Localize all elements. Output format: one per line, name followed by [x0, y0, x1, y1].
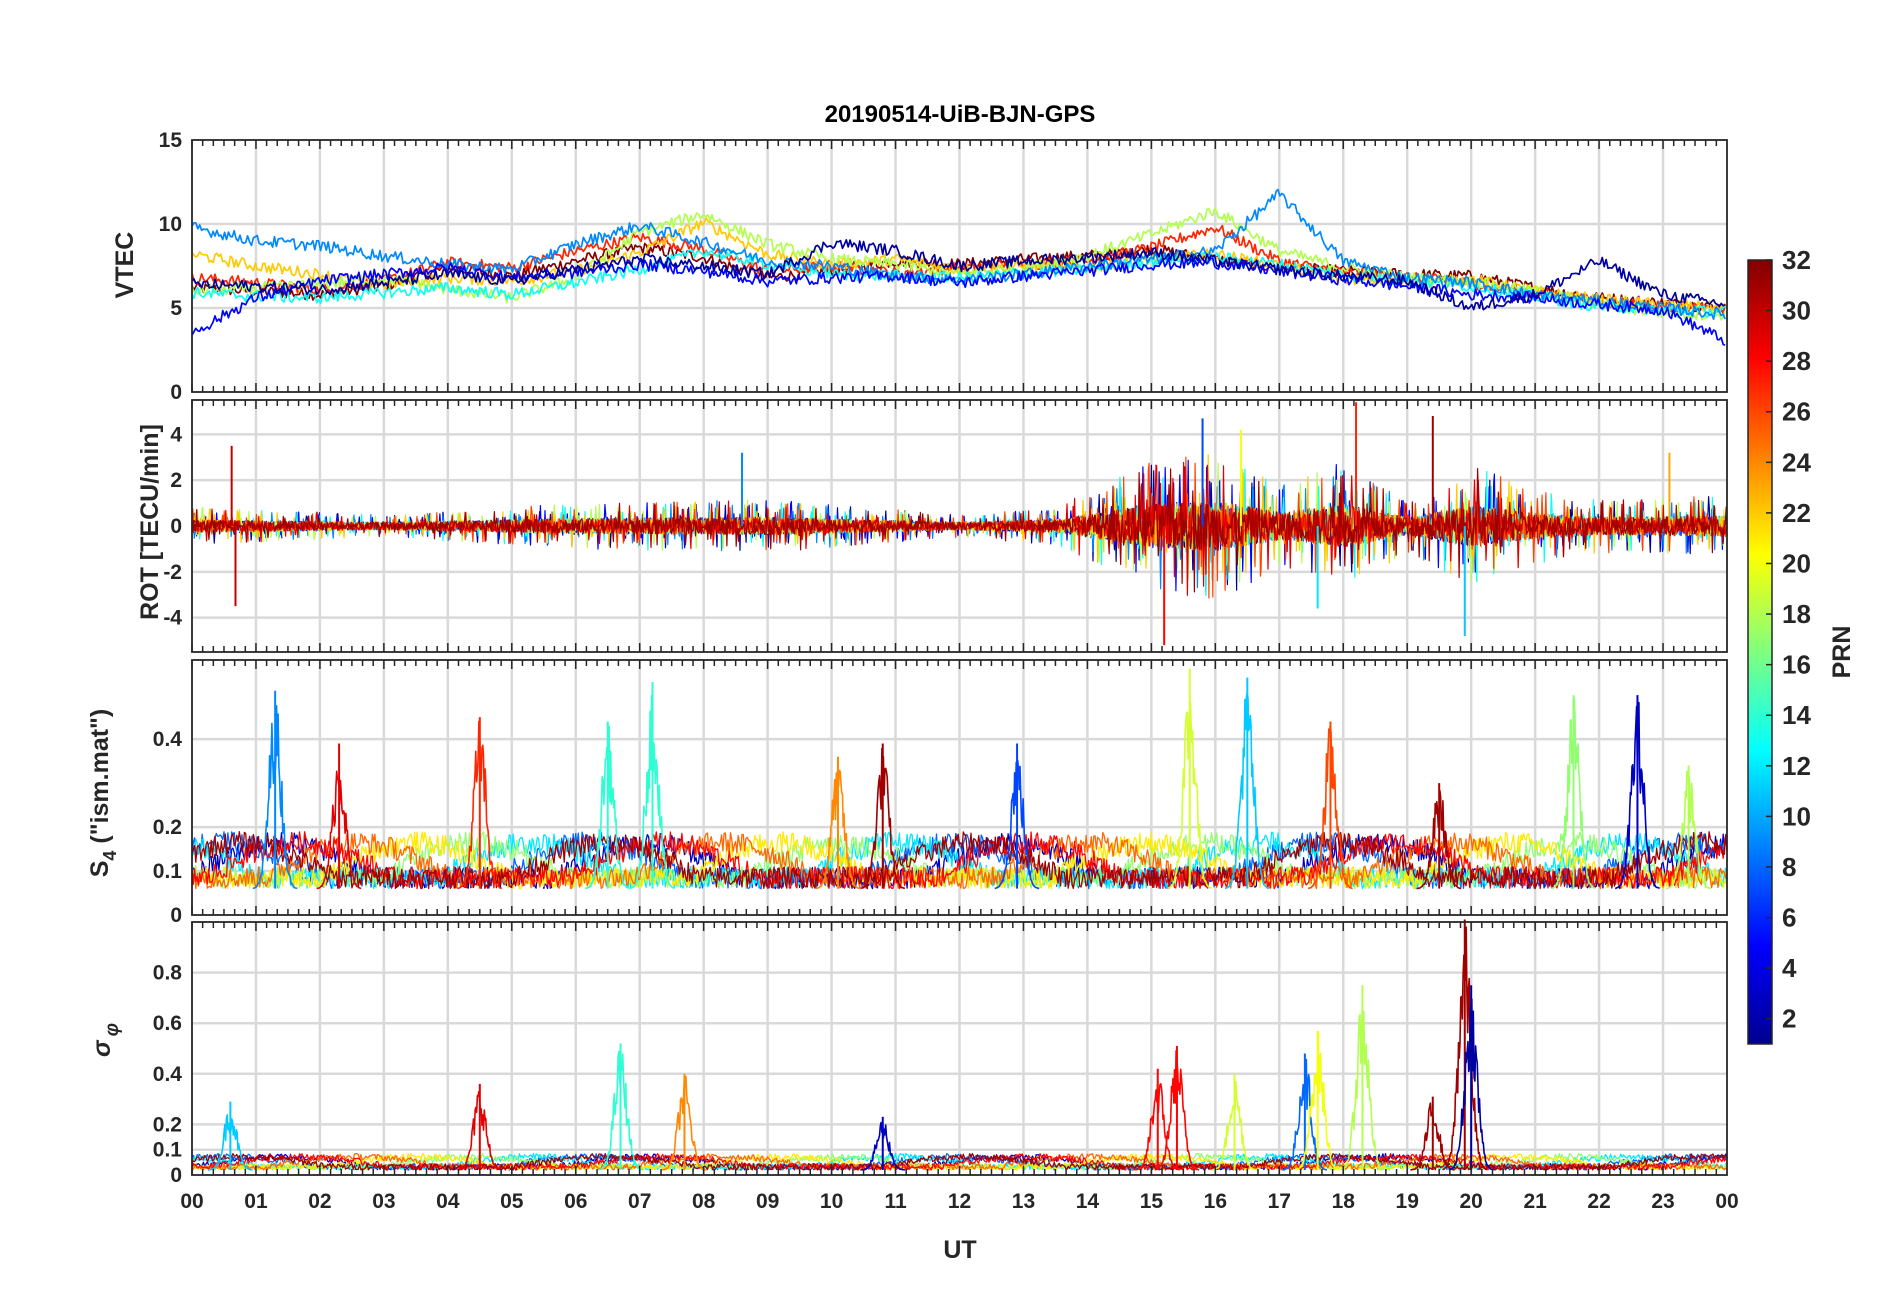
rot-series-line — [191, 468, 1727, 593]
x-tick-label: 12 — [948, 1190, 971, 1213]
x-tick-label: 00 — [1715, 1190, 1738, 1213]
panel-vtec: 0 5 10 15 — [159, 129, 1728, 404]
x-axis-tick-labels: 00 01 02 03 04 05 06 07 08 09 10 11 12 13 14 15 16 17 18 19… — [180, 1190, 1738, 1213]
x-tick-label: 05 — [500, 1190, 524, 1213]
x-tick-label: 16 — [1204, 1190, 1227, 1213]
y-tick-label: 5 — [170, 297, 182, 320]
y-tick-label: 0.4 — [153, 728, 183, 751]
x-tick-label: 07 — [628, 1190, 651, 1213]
phi-subscript: φ — [102, 1023, 123, 1036]
y-axis-label-rot: ROT [TECU/min] — [136, 424, 164, 620]
y-tick-label: 0 — [170, 381, 182, 404]
y-axis-label-sigma-phi: σφ — [88, 1023, 123, 1057]
x-tick-label: 02 — [308, 1190, 331, 1213]
scint-series-line — [191, 831, 1728, 890]
x-tick-label: 17 — [1268, 1190, 1291, 1213]
panel-sigma-phi: 00.1 0.2 0.4 0.6 0.8 — [153, 919, 1728, 1187]
colorbar-tick-label: 16 — [1782, 650, 1811, 680]
colorbar-tick-label: 22 — [1782, 498, 1811, 528]
x-tick-label: 00 — [180, 1190, 203, 1213]
y-tick-label: 10 — [159, 213, 182, 236]
colorbar-tick-label: 14 — [1782, 700, 1811, 730]
colorbar-tick-label: 28 — [1782, 346, 1811, 376]
vtec-series-line — [191, 239, 1726, 311]
y-tick-label: 15 — [159, 129, 183, 152]
y-tick-label: -4 — [163, 607, 182, 630]
colorbar-tick-label: 18 — [1782, 599, 1811, 629]
x-tick-label: 19 — [1396, 1190, 1419, 1213]
colorbar-tick-label: 2 — [1782, 1004, 1796, 1034]
y-tick-label: 0.2 — [153, 1113, 182, 1136]
s4-source: ("ism.mat") — [86, 709, 114, 851]
y-tick-label: 0 — [170, 1164, 182, 1187]
colorbar-tick-label: 30 — [1782, 296, 1811, 326]
colorbar-label: PRN — [1828, 626, 1856, 679]
y-tick-label: 4 — [170, 423, 182, 446]
colorbar-tick-label: 12 — [1782, 751, 1811, 781]
colorbar-tick-label: 24 — [1782, 447, 1811, 477]
y-tick-label: 2 — [170, 469, 182, 492]
colorbar-tick-label: 32 — [1782, 245, 1811, 275]
colorbar-tick-label: 4 — [1782, 953, 1797, 983]
y-tick-label: 0.1 — [153, 1139, 183, 1162]
colorbar-tick-label: 8 — [1782, 852, 1796, 882]
x-tick-label: 11 — [884, 1190, 907, 1213]
x-tick-label: 21 — [1523, 1190, 1547, 1213]
chart-title: 20190514-UiB-BJN-GPS — [825, 101, 1096, 128]
scint-series-line — [191, 831, 1728, 890]
y-tick-label: 0 — [170, 904, 182, 927]
x-tick-label: 18 — [1332, 1190, 1356, 1213]
y-axis-label-s4: S4 ("ism.mat") — [86, 709, 120, 878]
x-tick-label: 08 — [692, 1190, 716, 1213]
x-tick-label: 15 — [1140, 1190, 1164, 1213]
s4-subscript: 4 — [100, 851, 120, 861]
colorbar-tick-label: 26 — [1782, 397, 1811, 427]
x-tick-label: 14 — [1076, 1190, 1100, 1213]
y-tick-label: 0.6 — [153, 1012, 182, 1035]
x-tick-label: 04 — [436, 1190, 460, 1213]
y-tick-label: 0.2 — [153, 816, 182, 839]
y-tick-label: 0.8 — [153, 962, 183, 985]
vtec-series-line — [191, 188, 1726, 321]
colorbar-tick-label: 6 — [1782, 903, 1796, 933]
x-tick-label: 20 — [1459, 1190, 1482, 1213]
vtec-series-line — [191, 256, 1726, 346]
y-tick-label: -2 — [163, 561, 182, 584]
y-tick-label: 0.1 — [153, 860, 183, 883]
x-tick-label: 06 — [564, 1190, 587, 1213]
x-tick-label: 09 — [756, 1190, 779, 1213]
x-tick-label: 03 — [372, 1190, 395, 1213]
colorbar-tick-label: 20 — [1782, 548, 1811, 578]
x-tick-label: 23 — [1651, 1190, 1674, 1213]
y-axis-label-vtec: VTEC — [111, 232, 139, 299]
y-tick-label: 0 — [170, 515, 182, 538]
y-tick-label: 0.4 — [153, 1063, 183, 1086]
sigma-symbol: σ — [88, 1039, 116, 1057]
x-tick-label: 10 — [820, 1190, 843, 1213]
colorbar-tick-label: 10 — [1782, 801, 1811, 831]
panel-rot: -4 -2 0 2 4 — [163, 399, 1728, 653]
scint-series-line — [191, 831, 1727, 890]
x-tick-label: 22 — [1587, 1190, 1610, 1213]
colorbar — [1747, 259, 1773, 1045]
x-tick-label: 01 — [244, 1190, 268, 1213]
x-tick-label: 13 — [1012, 1190, 1035, 1213]
x-axis-label: UT — [943, 1236, 976, 1264]
s4-symbol: S — [86, 861, 114, 878]
panel-s4: 0 0.1 0.2 0.4 — [153, 659, 1728, 927]
